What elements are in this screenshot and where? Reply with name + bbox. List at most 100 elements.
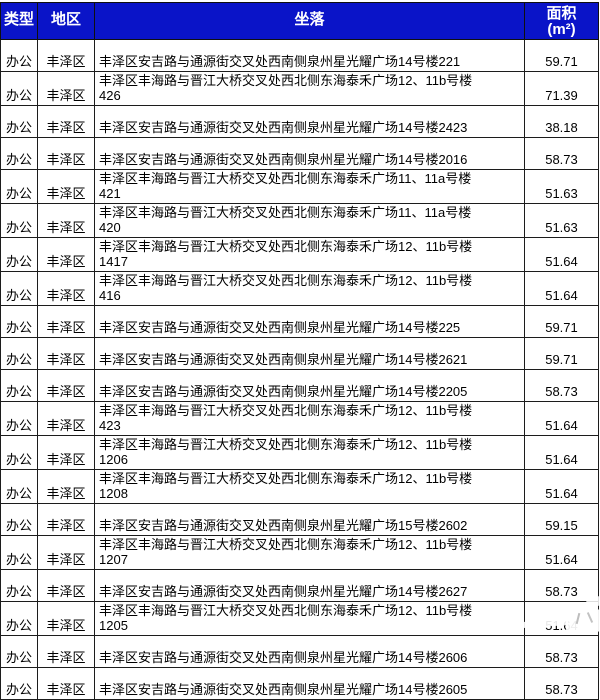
table-row: 办公 丰泽区 丰泽区丰海路与晋江大桥交叉处西北侧东海泰禾广场12、11b号楼 1… <box>0 435 599 470</box>
header-region: 地区 <box>37 2 95 40</box>
area-cell: 59.71 <box>524 337 599 370</box>
table-row: 办公 丰泽区 丰泽区丰海路与晋江大桥交叉处西北侧东海泰禾广场12、11b号楼 4… <box>0 71 599 106</box>
table-row: 办公 丰泽区 丰泽区丰海路与晋江大桥交叉处西北侧东海泰禾广场11、11a号楼 4… <box>0 203 599 238</box>
area-cell: 51.64 <box>524 271 599 306</box>
type-cell: 办公 <box>0 137 38 170</box>
table-row: 办公 丰泽区 丰泽区安吉路与通源街交叉处西南侧泉州星光耀广场14号楼2627 5… <box>0 569 599 602</box>
region-cell: 丰泽区 <box>37 337 95 370</box>
region-cell: 丰泽区 <box>37 401 95 436</box>
type-cell: 办公 <box>0 337 38 370</box>
watermark-blob <box>566 609 600 632</box>
address-cell: 丰泽区丰海路与晋江大桥交叉处西北侧东海泰禾广场12、11b号楼 426 <box>94 71 525 106</box>
region-cell: 丰泽区 <box>37 369 95 402</box>
type-cell: 办公 <box>0 71 38 106</box>
type-cell: 办公 <box>0 469 38 504</box>
table-row: 办公 丰泽区 丰泽区安吉路与通源街交叉处西南侧泉州星光耀广场15号楼2602 5… <box>0 503 599 536</box>
region-cell: 丰泽区 <box>37 435 95 470</box>
table-row: 办公 丰泽区 丰泽区安吉路与通源街交叉处西南侧泉州星光耀广场14号楼2605 5… <box>0 667 599 700</box>
address-cell: 丰泽区丰海路与晋江大桥交叉处西北侧东海泰禾广场12、11b号楼 1417 <box>94 237 525 272</box>
area-cell: 51.64 <box>524 535 599 570</box>
address-cell: 丰泽区丰海路与晋江大桥交叉处西北侧东海泰禾广场12、11b号楼 423 <box>94 401 525 436</box>
table-row: 办公 丰泽区 丰泽区丰海路与晋江大桥交叉处西北侧东海泰禾广场12、11b号楼 1… <box>0 237 599 272</box>
header-region-label: 地区 <box>50 11 81 28</box>
region-cell: 丰泽区 <box>37 503 95 536</box>
region-cell: 丰泽区 <box>37 203 95 238</box>
table-row: 办公 丰泽区 丰泽区丰海路与晋江大桥交叉处西北侧东海泰禾广场12、11b号楼 1… <box>0 601 599 636</box>
table-row: 办公 丰泽区 丰泽区丰海路与晋江大桥交叉处西北侧东海泰禾广场12、11b号楼 4… <box>0 271 599 306</box>
region-cell: 丰泽区 <box>37 105 95 138</box>
region-cell: 丰泽区 <box>37 39 95 72</box>
address-cell: 丰泽区安吉路与通源街交叉处西南侧泉州星光耀广场14号楼2205 <box>94 369 525 402</box>
table-row: 办公 丰泽区 丰泽区安吉路与通源街交叉处西南侧泉州星光耀广场14号楼225 59… <box>0 305 599 338</box>
area-cell: 59.15 <box>524 503 599 536</box>
region-cell: 丰泽区 <box>37 569 95 602</box>
region-cell: 丰泽区 <box>37 667 95 700</box>
region-cell: 丰泽区 <box>37 601 95 636</box>
address-cell: 丰泽区丰海路与晋江大桥交叉处西北侧东海泰禾广场11、11a号楼 420 <box>94 203 525 238</box>
region-cell: 丰泽区 <box>37 271 95 306</box>
address-cell: 丰泽区安吉路与通源街交叉处西南侧泉州星光耀广场14号楼2621 <box>94 337 525 370</box>
region-cell: 丰泽区 <box>37 635 95 668</box>
address-cell: 丰泽区安吉路与通源街交叉处西南侧泉州星光耀广场14号楼225 <box>94 305 525 338</box>
table-row: 办公 丰泽区 丰泽区丰海路与晋江大桥交叉处西北侧东海泰禾广场12、11b号楼 4… <box>0 401 599 436</box>
area-cell: 38.18 <box>524 105 599 138</box>
area-cell: 58.73 <box>524 635 599 668</box>
type-cell: 办公 <box>0 305 38 338</box>
table-row: 办公 丰泽区 丰泽区安吉路与通源街交叉处西南侧泉州星光耀广场14号楼2606 5… <box>0 635 599 668</box>
area-cell: 51.64 <box>524 237 599 272</box>
area-cell: 59.71 <box>524 305 599 338</box>
table-row: 办公 丰泽区 丰泽区安吉路与通源街交叉处西南侧泉州星光耀广场14号楼2205 5… <box>0 369 599 402</box>
area-cell: 58.73 <box>524 667 599 700</box>
address-cell: 丰泽区丰海路与晋江大桥交叉处西北侧东海泰禾广场12、11b号楼 1206 <box>94 435 525 470</box>
type-cell: 办公 <box>0 503 38 536</box>
type-cell: 办公 <box>0 535 38 570</box>
header-location-label: 坐落 <box>294 11 325 28</box>
type-cell: 办公 <box>0 39 38 72</box>
type-cell: 办公 <box>0 401 38 436</box>
type-cell: 办公 <box>0 271 38 306</box>
type-cell: 办公 <box>0 169 38 204</box>
address-cell: 丰泽区安吉路与通源街交叉处西南侧泉州星光耀广场14号楼221 <box>94 39 525 72</box>
type-cell: 办公 <box>0 601 38 636</box>
area-cell: 71.39 <box>524 71 599 106</box>
type-cell: 办公 <box>0 369 38 402</box>
area-cell: 58.73 <box>524 137 599 170</box>
region-cell: 丰泽区 <box>37 137 95 170</box>
table-row: 办公 丰泽区 丰泽区安吉路与通源街交叉处西南侧泉州星光耀广场14号楼221 59… <box>0 39 599 72</box>
type-cell: 办公 <box>0 667 38 700</box>
region-cell: 丰泽区 <box>37 71 95 106</box>
region-cell: 丰泽区 <box>37 169 95 204</box>
address-cell: 丰泽区丰海路与晋江大桥交叉处西北侧东海泰禾广场12、11b号楼 416 <box>94 271 525 306</box>
area-cell: 58.73 <box>524 369 599 402</box>
region-cell: 丰泽区 <box>37 305 95 338</box>
table-row: 办公 丰泽区 丰泽区丰海路与晋江大桥交叉处西北侧东海泰禾广场11、11a号楼 4… <box>0 169 599 204</box>
address-cell: 丰泽区安吉路与通源街交叉处西南侧泉州星光耀广场15号楼2602 <box>94 503 525 536</box>
area-cell: 51.64 <box>524 401 599 436</box>
header-row: 类型 地区 坐落 面积 (m²) <box>0 2 599 40</box>
header-location: 坐落 <box>94 2 525 40</box>
type-cell: 办公 <box>0 435 38 470</box>
area-cell: 51.63 <box>524 169 599 204</box>
address-cell: 丰泽区安吉路与通源街交叉处西南侧泉州星光耀广场14号楼2605 <box>94 667 525 700</box>
header-area: 面积 (m²) <box>524 2 599 40</box>
type-cell: 办公 <box>0 105 38 138</box>
header-area-unit: (m²) <box>547 21 576 38</box>
address-cell: 丰泽区丰海路与晋江大桥交叉处西北侧东海泰禾广场12、11b号楼 1205 <box>94 601 525 636</box>
table-row: 办公 丰泽区 丰泽区丰海路与晋江大桥交叉处西北侧东海泰禾广场12、11b号楼 1… <box>0 535 599 570</box>
header-type-label: 类型 <box>3 11 34 28</box>
area-cell: 58.73 <box>524 569 599 602</box>
type-cell: 办公 <box>0 635 38 668</box>
header-area-label: 面积 (m²) <box>526 4 598 39</box>
region-cell: 丰泽区 <box>37 469 95 504</box>
address-cell: 丰泽区丰海路与晋江大桥交叉处西北侧东海泰禾广场12、11b号楼 1208 <box>94 469 525 504</box>
header-area-title: 面积 <box>546 5 577 22</box>
area-cell: 51.64 <box>524 435 599 470</box>
table-header: 类型 地区 坐落 面积 (m²) <box>0 2 599 40</box>
address-cell: 丰泽区安吉路与通源街交叉处西南侧泉州星光耀广场14号楼2627 <box>94 569 525 602</box>
header-type: 类型 <box>0 2 38 40</box>
address-cell: 丰泽区安吉路与通源街交叉处西南侧泉州星光耀广场14号楼2423 <box>94 105 525 138</box>
area-cell: 51.64 <box>524 469 599 504</box>
area-cell: 51.63 <box>524 203 599 238</box>
table-row: 办公 丰泽区 丰泽区安吉路与通源街交叉处西南侧泉州星光耀广场14号楼2423 3… <box>0 105 599 138</box>
